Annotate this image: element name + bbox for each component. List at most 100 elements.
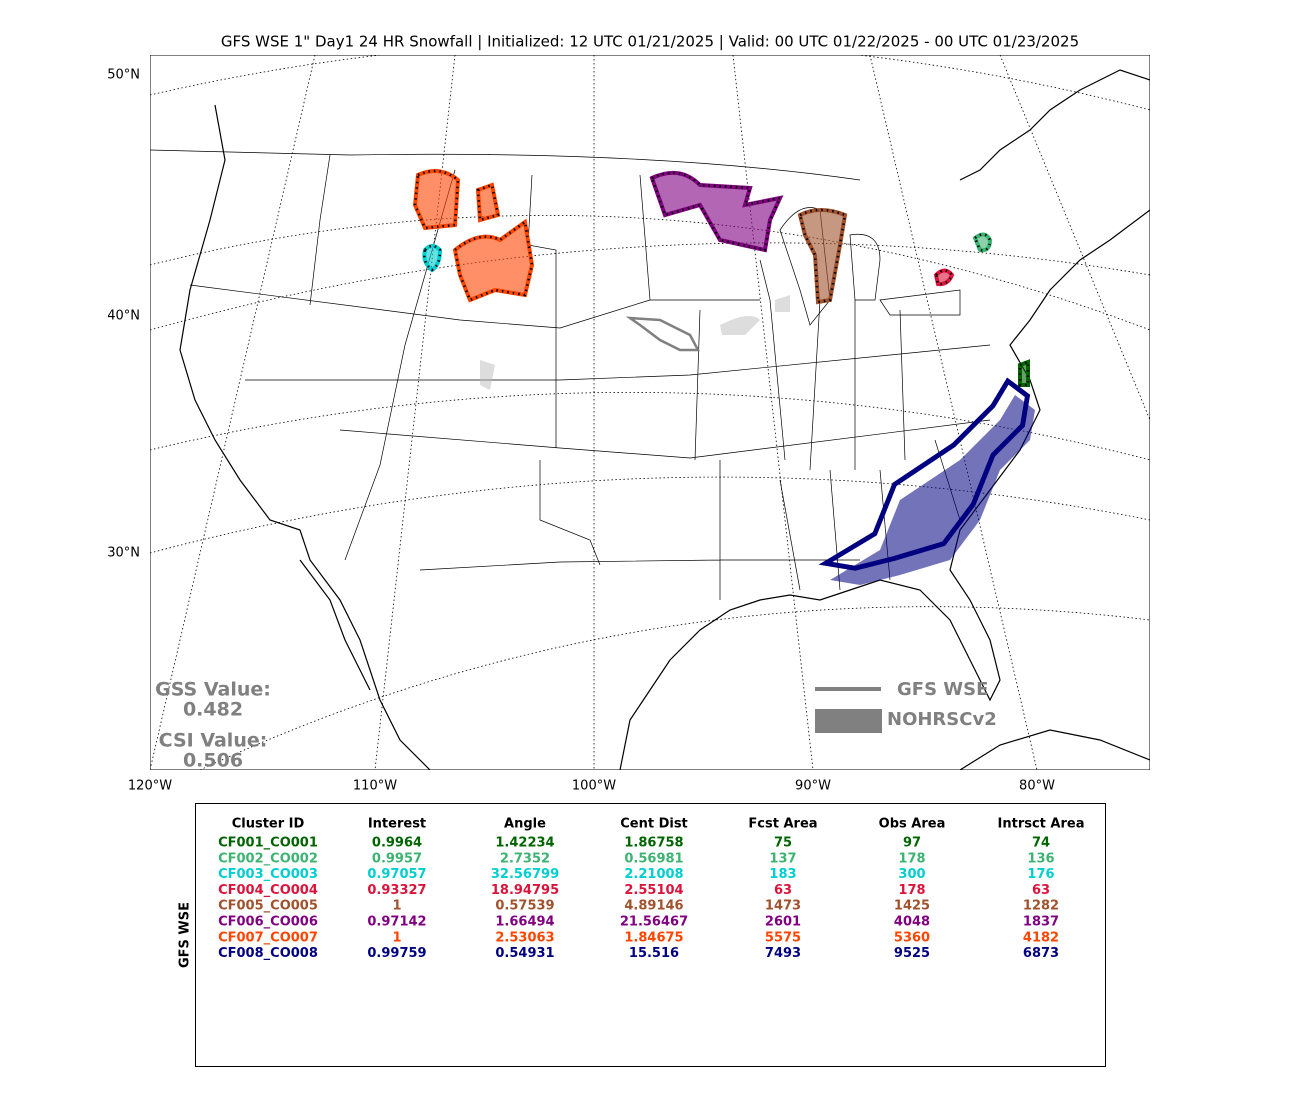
clusters: [412, 169, 1035, 585]
table-cell: 1: [392, 899, 401, 914]
table-cell: 0.54931: [495, 946, 554, 961]
axis-labels: 50°N 40°N 30°N 120°W 110°W 100°W 90°W 80°W: [107, 68, 1055, 794]
cluster-outline: [973, 233, 992, 252]
map-frame: [150, 55, 1150, 770]
table-cell: 63: [774, 883, 792, 898]
table-cell: 1.84675: [624, 930, 683, 945]
cluster-observed: [415, 171, 458, 228]
table-cell: 137: [769, 851, 796, 866]
table-cell: 183: [769, 867, 796, 882]
table-cell: 0.56981: [624, 851, 683, 866]
legend-swatch: [815, 709, 882, 733]
csi-value: 0.506: [183, 750, 243, 772]
gss-label: GSS Value:: [155, 679, 271, 701]
cluster-outline: [650, 171, 783, 252]
table-side-label: GFS WSE: [178, 902, 193, 968]
table-cell: 75: [774, 836, 792, 851]
table-cell: 7493: [765, 946, 801, 961]
table-cell: 74: [1032, 836, 1050, 851]
table-cell: CF006_CO006: [218, 915, 318, 930]
table-cell: 300: [898, 867, 925, 882]
lat-label: 40°N: [107, 309, 140, 324]
table-cell: 21.56467: [620, 915, 688, 930]
table-header: Cluster ID: [232, 817, 305, 832]
cluster-forecast: [422, 244, 443, 273]
table-header: Fcst Area: [748, 817, 817, 832]
graticule: [199, 606, 1150, 770]
table-cell: 136: [1027, 851, 1054, 866]
legend: GFS WSE NOHRSCv2: [815, 679, 997, 733]
graticule: [150, 242, 1150, 331]
cluster-forecast: [452, 218, 535, 303]
cluster-outline: [798, 208, 847, 304]
table-cell: CF004_CO004: [218, 883, 318, 898]
table-cell: 0.93327: [367, 883, 426, 898]
table-cell: 2.55104: [624, 883, 683, 898]
cluster-forecast: [818, 377, 1031, 571]
graticule: [999, 55, 1150, 421]
cluster-observed: [830, 395, 1035, 585]
table-cell: 4.89146: [624, 899, 683, 914]
table-cell: 1282: [1023, 899, 1059, 914]
graticule: [732, 55, 814, 770]
title: GFS WSE 1" Day1 24 HR Snowfall | Initial…: [221, 33, 1079, 51]
table-cell: 2.53063: [495, 930, 554, 945]
table-cell: CF005_CO005: [218, 899, 318, 914]
table: Cluster ID Interest Angle Cent Dist Fcst Are…: [218, 817, 1084, 962]
table-cell: 15.516: [629, 946, 679, 961]
legend-label: NOHRSCv2: [887, 709, 997, 730]
coastline: [179, 104, 1150, 770]
csi-label: CSI Value:: [159, 730, 268, 752]
table-header: Cent Dist: [620, 817, 688, 832]
table-cell: 0.97142: [367, 915, 426, 930]
table-cell: 2.7352: [500, 851, 550, 866]
table-cell: 176: [1027, 867, 1054, 882]
table-header: Intrsct Area: [998, 817, 1085, 832]
table-cell: 0.9964: [372, 836, 422, 851]
table-cell: 1.66494: [495, 915, 554, 930]
table-header: Angle: [504, 817, 546, 832]
forecast-area: [625, 316, 701, 352]
graticule: [150, 55, 1150, 111]
cluster-outline: [934, 269, 954, 286]
lat-label: 30°N: [107, 546, 140, 561]
cluster-observed: [455, 222, 532, 300]
map-area: [150, 55, 1150, 770]
table-cell: 0.99759: [367, 946, 426, 961]
table-cell: CF001_CO001: [218, 836, 318, 851]
state-borders: [150, 149, 991, 600]
table-cell: 97: [903, 836, 921, 851]
table-cell: 5575: [765, 930, 801, 945]
table-cell: CF003_CO003: [218, 867, 318, 882]
lat-label: 50°N: [107, 68, 140, 83]
table-cell: 1837: [1023, 915, 1059, 930]
scores: GSS Value: 0.482 CSI Value: 0.506: [155, 679, 271, 772]
graticule: [150, 214, 1150, 331]
table-cell: 18.94795: [491, 883, 559, 898]
table-cell: 2.21008: [624, 867, 683, 882]
cluster-outline: [1018, 360, 1030, 387]
lon-label: 100°W: [572, 779, 616, 794]
table-cell: 5360: [894, 930, 930, 945]
table-cell: 0.57539: [495, 899, 554, 914]
legend-label: GFS WSE: [897, 679, 988, 700]
lon-label: 80°W: [1019, 779, 1055, 794]
table-cell: CF008_CO008: [218, 946, 318, 961]
gss-value: 0.482: [183, 699, 243, 721]
table-cell: CF007_CO007: [218, 930, 318, 945]
table-cell: 1.42234: [495, 836, 554, 851]
table-cell: 9525: [894, 946, 930, 961]
great-lakes: [779, 207, 961, 326]
table-cell: 0.9957: [372, 851, 422, 866]
table-cell: 2601: [765, 915, 801, 930]
graticule: [150, 476, 1150, 554]
lon-label: 110°W: [353, 779, 397, 794]
table-cell: 32.56799: [491, 867, 559, 882]
cluster-outline: [476, 183, 500, 222]
graticule: [150, 55, 316, 770]
table-header: Obs Area: [879, 817, 946, 832]
table-cell: 1.86758: [624, 836, 683, 851]
table-cell: 0.97057: [367, 867, 426, 882]
